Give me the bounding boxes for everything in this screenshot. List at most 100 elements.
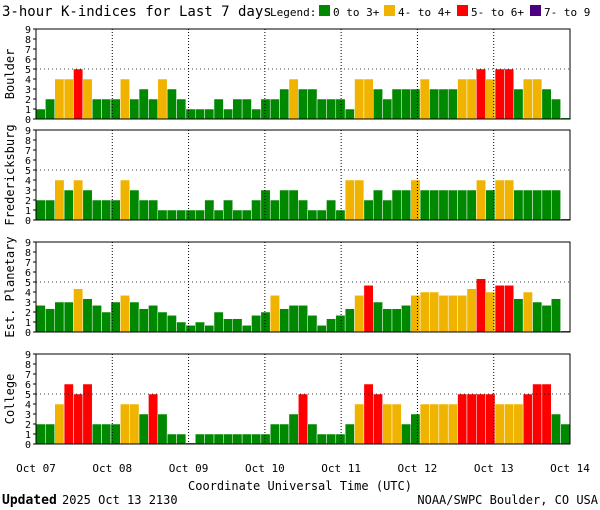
y-tick-label: 2 <box>25 420 31 431</box>
bar <box>551 413 561 445</box>
bar <box>223 433 233 445</box>
bar <box>269 295 280 333</box>
bar <box>382 199 393 221</box>
panel-label: Fredericksburg <box>3 124 17 225</box>
y-tick-label: 8 <box>25 360 31 371</box>
bar <box>326 98 337 120</box>
bar <box>326 199 337 221</box>
y-tick-label: 5 <box>25 278 31 289</box>
bar <box>391 189 402 221</box>
legend: 0 to 3+ 4- to 4+ 5- to 6+ 7- to 9 <box>319 5 590 19</box>
bar <box>429 88 440 120</box>
y-tick-label: 7 <box>25 258 31 269</box>
bar <box>82 298 93 333</box>
bar <box>91 305 102 333</box>
bar <box>82 383 93 445</box>
bar <box>176 321 187 333</box>
y-tick-label: 9 <box>25 238 31 249</box>
x-tick-label: Oct 10 <box>245 462 285 475</box>
updated-value: 2025 Oct 13 2130 <box>62 493 178 507</box>
bar <box>429 189 440 221</box>
bar <box>532 383 543 445</box>
bar <box>241 209 252 221</box>
bar <box>195 209 205 221</box>
bar <box>476 393 486 445</box>
bar <box>438 295 449 333</box>
bar <box>157 413 168 445</box>
bar <box>476 278 486 333</box>
bar <box>138 413 149 445</box>
y-tick-label: 1 <box>25 105 31 116</box>
bar <box>485 393 496 445</box>
bar <box>157 209 168 221</box>
bar <box>373 88 383 120</box>
x-tick-label: Oct 14 <box>550 462 590 475</box>
y-tick-label: 6 <box>25 268 31 279</box>
legend-swatch <box>530 5 541 16</box>
bar <box>288 413 299 445</box>
legend-item: 7- to 9 <box>530 5 590 19</box>
y-tick-label: 0 <box>25 440 31 451</box>
bar <box>288 189 299 221</box>
bar <box>298 393 308 445</box>
bar <box>326 318 337 333</box>
bar <box>54 403 65 445</box>
y-tick-label: 2 <box>25 196 31 207</box>
y-tick-label: 4 <box>25 400 31 411</box>
bar <box>513 189 524 221</box>
bar <box>541 383 552 445</box>
y-tick-label: 5 <box>25 65 31 76</box>
bar <box>447 403 458 445</box>
bar <box>466 288 477 333</box>
bar <box>91 98 102 120</box>
panel-frame <box>35 353 571 445</box>
bar <box>419 403 430 445</box>
legend-swatch <box>319 5 330 16</box>
bar <box>532 301 543 333</box>
bar <box>176 209 187 221</box>
bar <box>260 98 271 120</box>
bar <box>513 88 524 120</box>
bar <box>91 423 102 445</box>
legend-label: Legend: <box>270 6 316 19</box>
bar <box>232 318 243 333</box>
bar <box>522 393 533 445</box>
bar <box>204 433 215 445</box>
legend-entry-label: 7- to 9 <box>544 6 590 19</box>
y-tick-label: 9 <box>25 126 31 137</box>
bar <box>457 189 468 221</box>
bar <box>223 318 233 333</box>
bar <box>438 189 449 221</box>
bar <box>120 403 130 445</box>
bar <box>251 199 262 221</box>
bar <box>438 88 449 120</box>
bar <box>429 403 440 445</box>
bar <box>279 88 290 120</box>
panel-label: College <box>3 374 17 425</box>
bar <box>504 179 515 221</box>
y-tick-label: 7 <box>25 45 31 56</box>
bar <box>148 305 159 333</box>
x-tick-label: Oct 09 <box>169 462 209 475</box>
bar <box>101 98 112 120</box>
legend-swatch <box>384 5 395 16</box>
panel-frame <box>35 129 571 221</box>
bar <box>45 423 55 445</box>
bar <box>279 308 290 333</box>
bar <box>466 78 477 120</box>
y-tick-label: 0 <box>25 328 31 339</box>
bar <box>316 209 327 221</box>
bar <box>166 433 177 445</box>
bar <box>494 68 505 120</box>
bar <box>307 315 318 333</box>
bar <box>551 189 561 221</box>
bar <box>401 189 411 221</box>
bar <box>45 308 55 333</box>
bar <box>466 393 477 445</box>
bar <box>560 423 571 445</box>
x-tick-label: Oct 08 <box>92 462 132 475</box>
bar <box>288 78 299 120</box>
y-tick-label: 5 <box>25 390 31 401</box>
